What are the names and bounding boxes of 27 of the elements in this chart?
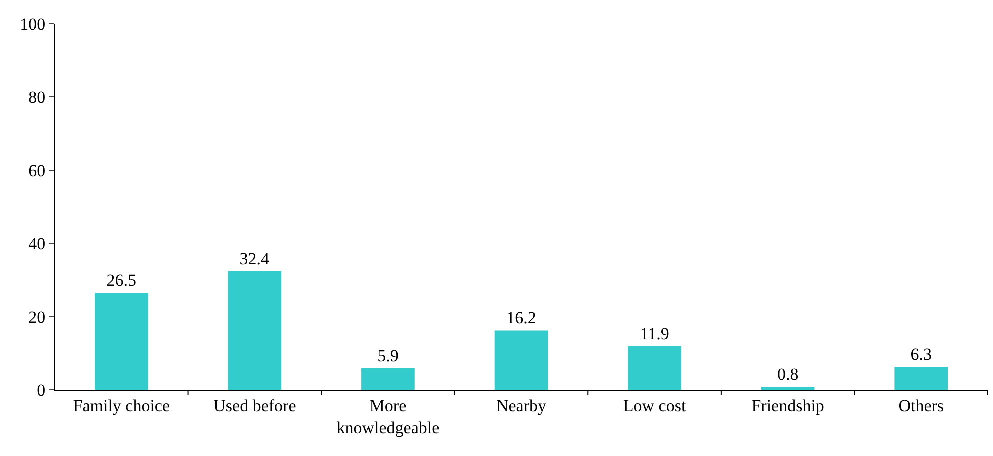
x-tick-label: Nearby xyxy=(496,396,548,416)
data-label: 11.9 xyxy=(640,324,670,344)
bar xyxy=(628,346,682,390)
y-tick-label: 100 xyxy=(20,14,46,34)
x-tick-label: Used before xyxy=(214,396,296,416)
y-tick-label: 80 xyxy=(28,88,46,108)
y-tick-label: 20 xyxy=(28,308,46,327)
bar xyxy=(228,271,282,390)
x-tick-label: More knowledgeable xyxy=(336,396,440,438)
bar xyxy=(494,330,548,390)
x-tick-label: Friendship xyxy=(752,396,824,416)
x-tick-label: Others xyxy=(898,396,944,416)
bar xyxy=(894,366,948,390)
x-tick-label: Family choice xyxy=(73,396,170,416)
data-label: 32.4 xyxy=(240,249,270,268)
bar xyxy=(94,293,148,390)
y-tick-label: 40 xyxy=(28,234,46,254)
data-label: 26.5 xyxy=(106,271,137,290)
data-label: 0.8 xyxy=(777,365,799,384)
bar xyxy=(362,368,415,390)
data-label: 16.2 xyxy=(506,308,536,328)
y-tick-label: 60 xyxy=(28,161,46,180)
y-tick-label: 0 xyxy=(37,380,46,400)
data-label: 5.9 xyxy=(378,346,399,366)
x-tick-label: Low cost xyxy=(623,396,686,416)
data-label: 6.3 xyxy=(910,344,932,364)
bar xyxy=(761,387,815,390)
